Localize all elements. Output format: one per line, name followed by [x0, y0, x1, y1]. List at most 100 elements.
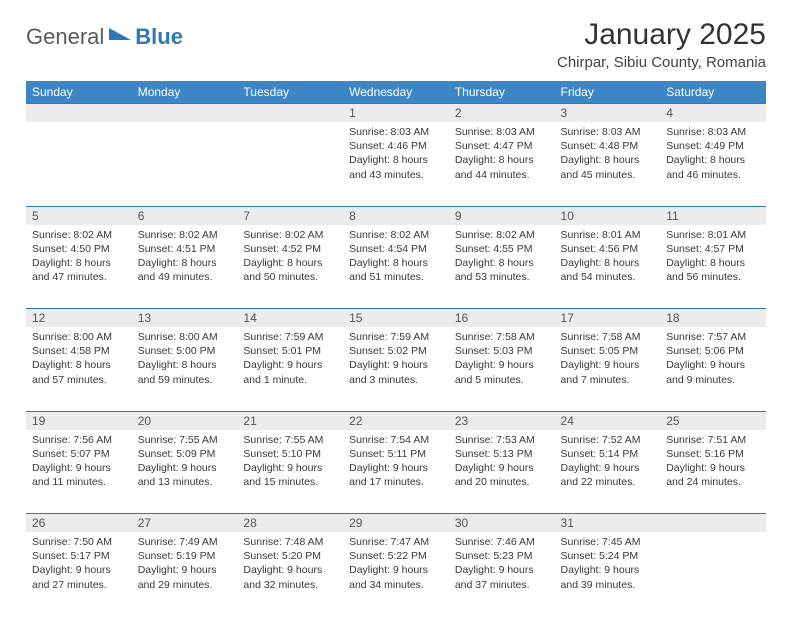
- day-content: Sunrise: 7:47 AMSunset: 5:22 PMDaylight:…: [343, 532, 449, 598]
- day-content: Sunrise: 7:45 AMSunset: 5:24 PMDaylight:…: [555, 532, 661, 598]
- day-number: 22: [343, 412, 449, 430]
- daynum-cell: [132, 104, 238, 123]
- day-number: 1: [343, 104, 449, 122]
- day-number: 23: [449, 412, 555, 430]
- dayhead-thursday: Thursday: [449, 81, 555, 104]
- daynum-cell: 17: [555, 309, 661, 328]
- day-cell: Sunrise: 7:49 AMSunset: 5:19 PMDaylight:…: [132, 532, 238, 616]
- day-number: 15: [343, 309, 449, 327]
- day-number: [660, 514, 766, 532]
- day-content: Sunrise: 8:03 AMSunset: 4:48 PMDaylight:…: [555, 122, 661, 188]
- day-content: Sunrise: 7:58 AMSunset: 5:03 PMDaylight:…: [449, 327, 555, 393]
- day-cell: Sunrise: 8:01 AMSunset: 4:57 PMDaylight:…: [660, 225, 766, 309]
- day-cell: Sunrise: 8:03 AMSunset: 4:48 PMDaylight:…: [555, 122, 661, 206]
- day-content: Sunrise: 8:02 AMSunset: 4:51 PMDaylight:…: [132, 225, 238, 291]
- daynum-cell: 18: [660, 309, 766, 328]
- day-cell: Sunrise: 7:57 AMSunset: 5:06 PMDaylight:…: [660, 327, 766, 411]
- day-cell: [132, 122, 238, 206]
- daynum-cell: 23: [449, 411, 555, 430]
- day-cell: Sunrise: 8:02 AMSunset: 4:52 PMDaylight:…: [237, 225, 343, 309]
- day-cell: Sunrise: 7:51 AMSunset: 5:16 PMDaylight:…: [660, 430, 766, 514]
- day-cell: Sunrise: 7:48 AMSunset: 5:20 PMDaylight:…: [237, 532, 343, 616]
- day-number: 17: [555, 309, 661, 327]
- dayhead-tuesday: Tuesday: [237, 81, 343, 104]
- daynum-cell: 29: [343, 514, 449, 533]
- logo-flag-icon: [109, 26, 133, 49]
- day-cell: Sunrise: 8:02 AMSunset: 4:51 PMDaylight:…: [132, 225, 238, 309]
- day-number: 25: [660, 412, 766, 430]
- day-content: Sunrise: 7:55 AMSunset: 5:09 PMDaylight:…: [132, 430, 238, 496]
- daynum-cell: 6: [132, 206, 238, 225]
- daynum-cell: 1: [343, 104, 449, 123]
- day-content: Sunrise: 8:02 AMSunset: 4:54 PMDaylight:…: [343, 225, 449, 291]
- day-number: 31: [555, 514, 661, 532]
- daynum-cell: 4: [660, 104, 766, 123]
- day-number: 3: [555, 104, 661, 122]
- day-content: Sunrise: 8:01 AMSunset: 4:57 PMDaylight:…: [660, 225, 766, 291]
- day-content: Sunrise: 8:03 AMSunset: 4:49 PMDaylight:…: [660, 122, 766, 188]
- day-content: Sunrise: 8:02 AMSunset: 4:52 PMDaylight:…: [237, 225, 343, 291]
- daynum-cell: 31: [555, 514, 661, 533]
- day-content: [26, 122, 132, 131]
- day-content: Sunrise: 7:52 AMSunset: 5:14 PMDaylight:…: [555, 430, 661, 496]
- day-cell: Sunrise: 7:45 AMSunset: 5:24 PMDaylight:…: [555, 532, 661, 616]
- day-number: 20: [132, 412, 238, 430]
- daynum-cell: 10: [555, 206, 661, 225]
- day-number: 26: [26, 514, 132, 532]
- day-number: [26, 104, 132, 122]
- daynum-cell: 19: [26, 411, 132, 430]
- day-cell: Sunrise: 7:52 AMSunset: 5:14 PMDaylight:…: [555, 430, 661, 514]
- calendar-body: 1234Sunrise: 8:03 AMSunset: 4:46 PMDayli…: [26, 104, 766, 617]
- day-cell: Sunrise: 7:59 AMSunset: 5:01 PMDaylight:…: [237, 327, 343, 411]
- daynum-cell: 20: [132, 411, 238, 430]
- day-content: Sunrise: 7:49 AMSunset: 5:19 PMDaylight:…: [132, 532, 238, 598]
- daynum-cell: 16: [449, 309, 555, 328]
- day-content: [132, 122, 238, 131]
- day-cell: Sunrise: 8:02 AMSunset: 4:55 PMDaylight:…: [449, 225, 555, 309]
- day-number: 16: [449, 309, 555, 327]
- daynum-cell: 22: [343, 411, 449, 430]
- day-number: 6: [132, 207, 238, 225]
- day-number: 4: [660, 104, 766, 122]
- day-content: Sunrise: 8:03 AMSunset: 4:47 PMDaylight:…: [449, 122, 555, 188]
- logo: General Blue: [26, 24, 183, 50]
- day-number: 10: [555, 207, 661, 225]
- dayhead-wednesday: Wednesday: [343, 81, 449, 104]
- day-content: [660, 532, 766, 541]
- day-cell: Sunrise: 8:02 AMSunset: 4:50 PMDaylight:…: [26, 225, 132, 309]
- day-number: 14: [237, 309, 343, 327]
- day-content: Sunrise: 7:53 AMSunset: 5:13 PMDaylight:…: [449, 430, 555, 496]
- daynum-cell: [26, 104, 132, 123]
- day-number: 27: [132, 514, 238, 532]
- header: General Blue January 2025 Chirpar, Sibiu…: [26, 18, 766, 71]
- dayhead-friday: Friday: [555, 81, 661, 104]
- daynum-cell: 2: [449, 104, 555, 123]
- day-number: [132, 104, 238, 122]
- day-cell: Sunrise: 7:59 AMSunset: 5:02 PMDaylight:…: [343, 327, 449, 411]
- day-cell: Sunrise: 7:53 AMSunset: 5:13 PMDaylight:…: [449, 430, 555, 514]
- day-content: Sunrise: 7:46 AMSunset: 5:23 PMDaylight:…: [449, 532, 555, 598]
- day-cell: Sunrise: 7:58 AMSunset: 5:05 PMDaylight:…: [555, 327, 661, 411]
- day-content: Sunrise: 7:55 AMSunset: 5:10 PMDaylight:…: [237, 430, 343, 496]
- day-cell: Sunrise: 8:02 AMSunset: 4:54 PMDaylight:…: [343, 225, 449, 309]
- location: Chirpar, Sibiu County, Romania: [557, 54, 766, 71]
- day-cell: [26, 122, 132, 206]
- day-number: 2: [449, 104, 555, 122]
- calendar-page: General Blue January 2025 Chirpar, Sibiu…: [0, 0, 792, 628]
- day-content: Sunrise: 7:51 AMSunset: 5:16 PMDaylight:…: [660, 430, 766, 496]
- day-cell: Sunrise: 7:50 AMSunset: 5:17 PMDaylight:…: [26, 532, 132, 616]
- day-number: 11: [660, 207, 766, 225]
- day-number: 21: [237, 412, 343, 430]
- calendar-table: SundayMondayTuesdayWednesdayThursdayFrid…: [26, 81, 766, 616]
- day-content: [237, 122, 343, 131]
- day-content: Sunrise: 7:54 AMSunset: 5:11 PMDaylight:…: [343, 430, 449, 496]
- day-content: Sunrise: 8:02 AMSunset: 4:50 PMDaylight:…: [26, 225, 132, 291]
- day-content: Sunrise: 7:57 AMSunset: 5:06 PMDaylight:…: [660, 327, 766, 393]
- logo-text-general: General: [26, 24, 104, 50]
- daynum-cell: 21: [237, 411, 343, 430]
- day-cell: Sunrise: 8:03 AMSunset: 4:47 PMDaylight:…: [449, 122, 555, 206]
- title-block: January 2025 Chirpar, Sibiu County, Roma…: [557, 18, 766, 71]
- daynum-cell: 9: [449, 206, 555, 225]
- day-number: 5: [26, 207, 132, 225]
- day-cell: Sunrise: 8:03 AMSunset: 4:46 PMDaylight:…: [343, 122, 449, 206]
